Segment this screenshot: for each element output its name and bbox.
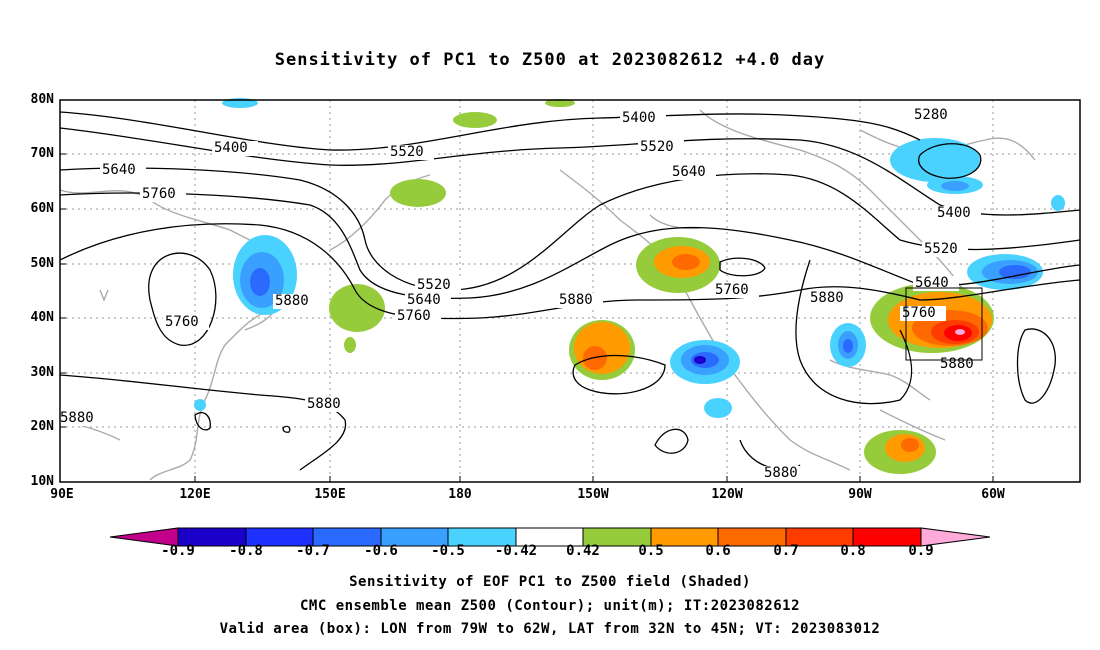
colorbar-label: 0.9 xyxy=(908,543,934,559)
contour-label: 5880 xyxy=(307,396,341,412)
colorbar-label: -0.9 xyxy=(161,543,195,559)
colorbar-label: 0.5 xyxy=(638,543,664,559)
contour-label: 5760 xyxy=(902,305,936,321)
lat-label: 80N xyxy=(30,92,54,107)
contour-label: 5880 xyxy=(275,293,309,309)
contour-label: 5640 xyxy=(915,275,949,291)
lat-label: 20N xyxy=(30,419,54,434)
z500-contours xyxy=(59,111,1081,471)
contour-label: 5280 xyxy=(914,107,948,123)
lat-label: 70N xyxy=(30,146,54,161)
contour-label: 5400 xyxy=(937,205,971,221)
axis-ticks xyxy=(60,99,994,482)
contour-label: 5760 xyxy=(142,186,176,202)
caption-line-2: CMC ensemble mean Z500 (Contour); unit(m… xyxy=(299,598,800,614)
contour-label: 5520 xyxy=(417,277,451,293)
contour-label: 5400 xyxy=(214,140,248,156)
colorbar-label: 0.8 xyxy=(840,543,866,559)
sensitivity-shading xyxy=(194,98,1065,474)
lon-label: 120E xyxy=(179,487,211,502)
colorbar-label: -0.7 xyxy=(296,543,330,559)
colorbar-label: -0.8 xyxy=(229,543,263,559)
lat-label: 50N xyxy=(30,256,54,271)
lon-label: 150E xyxy=(314,487,346,502)
contour-label: 5880 xyxy=(940,356,974,372)
lon-label: 90E xyxy=(50,487,74,502)
contour-label: 5760 xyxy=(715,282,749,298)
lon-label: 120W xyxy=(711,487,743,502)
colorbar-label: -0.6 xyxy=(364,543,398,559)
contour-label: 5400 xyxy=(622,110,656,126)
lon-label: 90W xyxy=(848,487,872,502)
contour-label: 5640 xyxy=(672,164,706,180)
contour-label: 5640 xyxy=(102,162,136,178)
map-title: Sensitivity of PC1 to Z500 at 2023082612… xyxy=(274,50,826,70)
contour-label: 5880 xyxy=(810,290,844,306)
lat-label: 30N xyxy=(30,365,54,380)
caption-line-1: Sensitivity of EOF PC1 to Z500 field (Sh… xyxy=(349,574,751,590)
lon-label: 150W xyxy=(577,487,609,502)
colorbar-high-arrow xyxy=(920,527,991,547)
colorbar-label: 0.6 xyxy=(705,543,731,559)
colorbar-label: -0.42 xyxy=(494,543,538,559)
gridlines xyxy=(60,100,1080,482)
lon-label: 60W xyxy=(981,487,1005,502)
lon-label: 180 xyxy=(448,487,472,502)
colorbar-label: 0.7 xyxy=(773,543,799,559)
lat-label: 60N xyxy=(30,201,54,216)
contour-label: 5520 xyxy=(640,139,674,155)
map-frame xyxy=(59,99,1081,483)
caption-line-3: Valid area (box): LON from 79W to 62W, L… xyxy=(219,621,881,637)
contour-label: 5880 xyxy=(764,465,798,481)
valid-area-box xyxy=(905,287,983,361)
colorbar-label: -0.5 xyxy=(431,543,465,559)
contour-label: 5640 xyxy=(407,292,441,308)
contour-label-boxes xyxy=(60,108,984,481)
colorbar-label: 0.42 xyxy=(566,543,600,559)
lat-label: 40N xyxy=(30,310,54,325)
contour-label: 5760 xyxy=(165,314,199,330)
contour-label: 5880 xyxy=(559,292,593,308)
contour-label: 5520 xyxy=(924,241,958,257)
contour-label: 5520 xyxy=(390,144,424,160)
contour-label: 5760 xyxy=(397,308,431,324)
colorbar xyxy=(109,527,991,547)
contour-label: 5880 xyxy=(60,410,94,426)
lat-label: 10N xyxy=(30,474,54,489)
